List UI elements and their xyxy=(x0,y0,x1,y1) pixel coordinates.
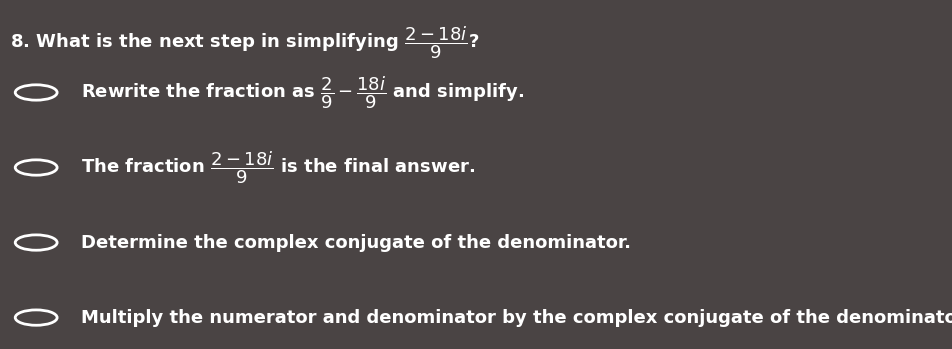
Text: Rewrite the fraction as $\dfrac{2}{9} - \dfrac{18i}{9}$ and simplify.: Rewrite the fraction as $\dfrac{2}{9} - … xyxy=(81,74,525,111)
Text: Multiply the numerator and denominator by the complex conjugate of the denominat: Multiply the numerator and denominator b… xyxy=(81,309,952,327)
Text: 8. What is the next step in simplifying $\dfrac{2-18i}{9}$?: 8. What is the next step in simplifying … xyxy=(10,24,479,61)
Circle shape xyxy=(15,310,57,325)
Text: Determine the complex conjugate of the denominator.: Determine the complex conjugate of the d… xyxy=(81,233,631,252)
Circle shape xyxy=(15,160,57,175)
Text: The fraction $\dfrac{2-18i}{9}$ is the final answer.: The fraction $\dfrac{2-18i}{9}$ is the f… xyxy=(81,149,475,186)
Circle shape xyxy=(15,85,57,100)
Circle shape xyxy=(15,235,57,250)
